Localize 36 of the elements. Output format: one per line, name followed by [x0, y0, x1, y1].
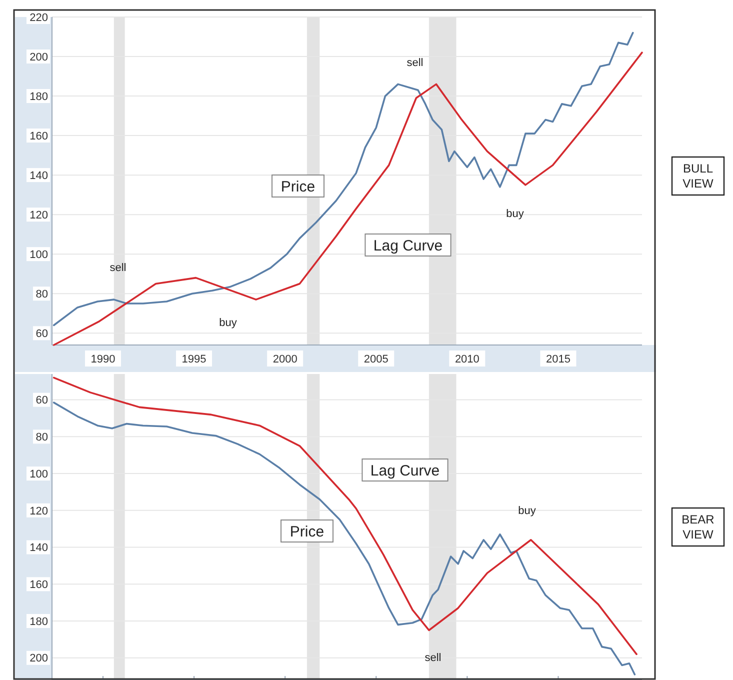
- y-tick-label: 160: [30, 578, 48, 591]
- text: BULL VIEW: [682, 162, 714, 191]
- annotation: Lag Curve: [373, 237, 443, 254]
- y-tick-label: 80: [36, 432, 48, 444]
- y-tick-label: 120: [30, 505, 48, 518]
- y-tick-label: 120: [30, 209, 48, 222]
- y-tick-label: 80: [36, 288, 48, 300]
- annotation: sell: [110, 262, 126, 274]
- x-tick-label: 2010: [454, 353, 480, 366]
- x-tick-label: 2015: [546, 353, 570, 366]
- y-tick-label: 200: [30, 652, 48, 665]
- line-series: [52, 402, 636, 676]
- y-tick-label: 100: [30, 248, 48, 261]
- y-tick-label: 180: [30, 616, 48, 628]
- y-tick-label: 180: [30, 90, 48, 103]
- annotation: buy: [506, 208, 524, 220]
- y-tick-label: 140: [30, 170, 48, 182]
- annotation: sell: [424, 652, 442, 664]
- annotation: sell: [406, 56, 424, 69]
- x-tick-label: 2000: [272, 353, 298, 366]
- text: BEAR VIEW: [682, 512, 715, 542]
- y-tick-label: 100: [30, 468, 48, 480]
- y-tick-label: 220: [30, 12, 48, 24]
- y-tick-label: 60: [36, 328, 48, 340]
- annotation: Price: [290, 523, 324, 540]
- y-tick-label: 200: [30, 51, 48, 64]
- x-tick-label: 2005: [364, 353, 388, 366]
- annotation: buy: [219, 316, 238, 329]
- annotation: buy: [518, 504, 536, 517]
- y-tick-label: 160: [30, 130, 48, 142]
- annotation: Price: [280, 178, 316, 196]
- y-tick-label: 140: [30, 542, 48, 554]
- x-tick-label: 1990: [90, 353, 116, 366]
- x-tick-label: 1995: [182, 353, 206, 366]
- annotation: Lag Curve: [370, 462, 440, 480]
- y-tick-label: 60: [36, 394, 48, 407]
